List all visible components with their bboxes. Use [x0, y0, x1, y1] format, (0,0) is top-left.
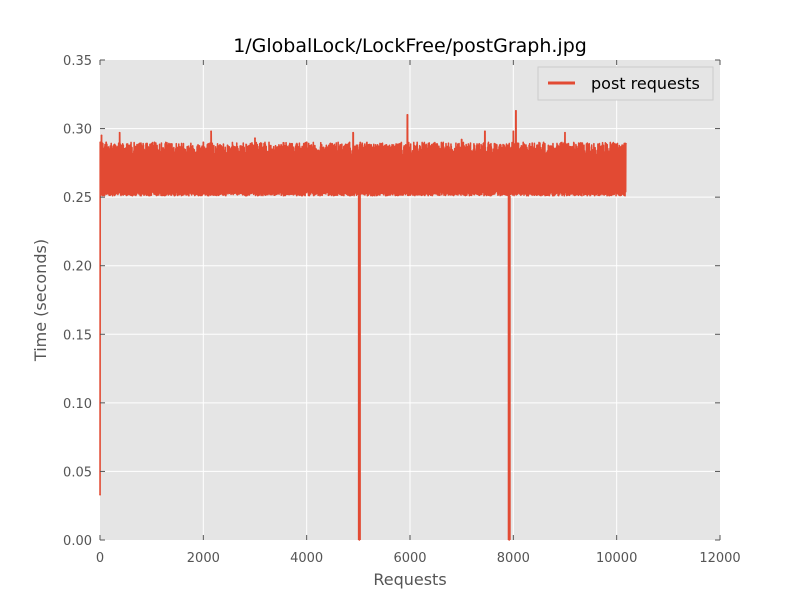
- x-tick-label: 2000: [187, 551, 220, 566]
- data-point: [150, 142, 153, 145]
- y-tick-label: 0.35: [63, 54, 92, 69]
- data-point: [512, 130, 515, 133]
- ticks: [99, 59, 721, 541]
- data-point: [99, 141, 102, 144]
- data-point: [484, 130, 486, 133]
- data-point: [210, 130, 212, 133]
- chart-title: 1/GlobalLock/LockFree/postGraph.jpg: [233, 35, 587, 57]
- data-point: [352, 131, 354, 134]
- data-point: [515, 109, 517, 112]
- data-point: [564, 131, 566, 134]
- data-point: [105, 141, 107, 144]
- x-tick-label: 12000: [699, 551, 740, 566]
- data-point: [460, 138, 463, 141]
- x-tick-label: 8000: [497, 551, 530, 566]
- data-point: [406, 114, 409, 116]
- data-point: [202, 141, 205, 144]
- y-tick-label: 0.25: [63, 191, 92, 206]
- legend-label-post-requests: post requests: [591, 74, 700, 93]
- y-tick-label: 0.00: [63, 534, 92, 549]
- y-tick-label: 0.15: [63, 328, 92, 343]
- y-tick-label: 0.10: [63, 397, 92, 412]
- x-tick-label: 10000: [596, 551, 637, 566]
- tick-labels: 0 2000 4000 6000 8000 10000 12000 0.00 0.05 0.10 0…: [63, 54, 741, 566]
- series-line-post-requests: [99, 109, 627, 541]
- y-tick-label: 0.20: [63, 260, 92, 275]
- y-axis-label: Time (seconds): [31, 239, 50, 362]
- grid: [100, 60, 720, 540]
- data-point: [99, 493, 101, 496]
- data-point: [305, 141, 308, 144]
- x-axis-label: Requests: [373, 570, 446, 589]
- x-tick-label: 4000: [290, 551, 323, 566]
- data-point: [100, 134, 103, 137]
- data-point: [118, 131, 121, 134]
- data-point: [102, 189, 104, 192]
- x-tick-label: 6000: [393, 551, 426, 566]
- data-point: [254, 137, 256, 139]
- y-tick-label: 0.05: [63, 465, 92, 480]
- data-point: [625, 142, 627, 145]
- series-layer: [99, 109, 627, 541]
- legend: post requests: [537, 66, 714, 101]
- y-tick-label: 0.30: [63, 123, 92, 138]
- x-tick-label: 0: [96, 551, 104, 566]
